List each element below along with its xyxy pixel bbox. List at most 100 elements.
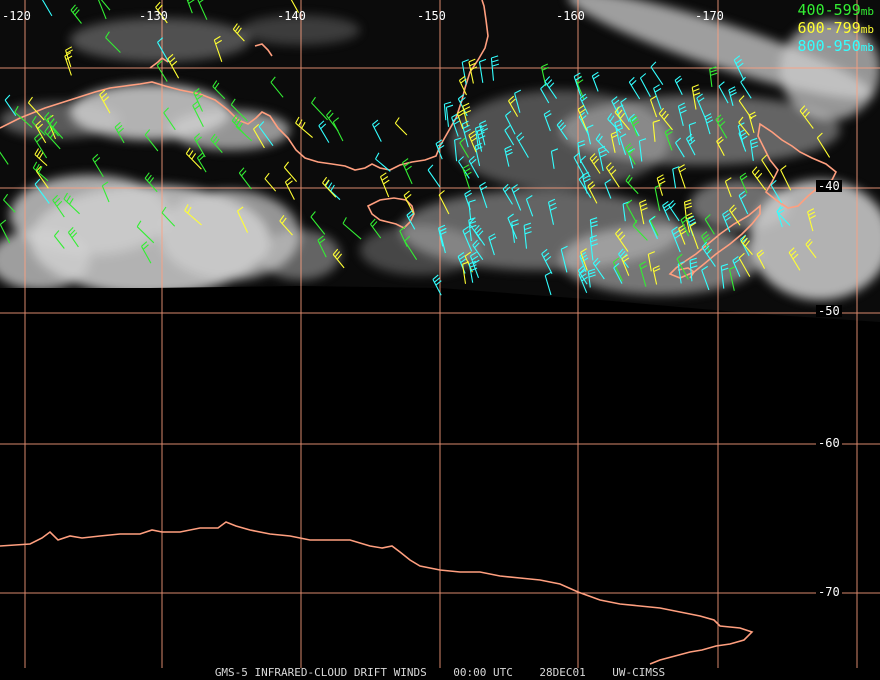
wind-barb (704, 214, 715, 235)
wind-barb (799, 105, 814, 129)
wind-barb (543, 110, 552, 132)
wind-barb (235, 120, 253, 142)
wind-barb (761, 154, 775, 179)
caption-time: 00:00 UTC (453, 666, 513, 679)
wind-barb (488, 233, 497, 256)
wind-barb (716, 136, 725, 157)
wind-barb (511, 219, 519, 243)
wind-barb (167, 53, 180, 79)
wind-barb (63, 192, 80, 215)
wind-barb (163, 107, 176, 131)
wind-barb (464, 251, 473, 273)
wind-barb (184, 204, 202, 226)
wind-barb (653, 84, 662, 110)
wind-barb (161, 206, 176, 227)
wind-barb (185, 147, 202, 170)
wind-barb (264, 172, 277, 192)
wind-barb (578, 269, 588, 294)
wind-barb (541, 248, 553, 274)
wind-barb (332, 117, 344, 142)
wind-barb (587, 268, 596, 288)
wind-barb (689, 222, 699, 250)
wind-barb (35, 165, 49, 189)
wind-barb (732, 255, 741, 277)
wind-barb (607, 112, 622, 134)
wind-barb (462, 102, 472, 127)
wind-barb (43, 112, 59, 137)
wind-barb (738, 116, 750, 136)
wind-barb (399, 226, 408, 247)
wind-barb (648, 215, 659, 240)
wind-barb (70, 4, 82, 24)
wind-barb (738, 190, 749, 215)
wind-barb (468, 155, 480, 178)
wind-barb (317, 235, 327, 258)
wind-barb (728, 265, 737, 291)
wind-barb (625, 143, 636, 165)
wind-barb (587, 181, 598, 204)
wind-barb (35, 120, 47, 144)
wind-barb (3, 193, 16, 213)
wind-barb (394, 117, 408, 136)
wind-barb (579, 93, 589, 115)
caption-product: GMS-5 INFRARED-CLOUD DRIFT WINDS (214, 666, 427, 679)
wind-barb (443, 101, 452, 121)
wind-barb (625, 174, 639, 195)
lon-label-170: -170 (695, 9, 724, 23)
wind-barb (192, 100, 204, 127)
wind-barb (756, 249, 766, 269)
wind-barb (680, 215, 690, 237)
legend-entry-400-599: 400-599mb (798, 2, 874, 20)
coastline-outlines (0, 0, 838, 665)
wind-barb (776, 206, 785, 228)
wind-barb (479, 120, 489, 146)
wind-barb (676, 253, 689, 280)
wind-barb (186, 0, 195, 14)
wind-barb (540, 63, 549, 87)
wind-barb (375, 152, 391, 172)
wind-barb (196, 152, 207, 173)
wind-barb (738, 252, 751, 277)
wind-barb (591, 71, 600, 92)
wind-barb (64, 52, 73, 76)
wind-barb (469, 251, 480, 278)
wind-barb (675, 137, 685, 158)
wind-barb (468, 130, 478, 153)
wind-barb (504, 145, 513, 167)
wind-barb (4, 94, 17, 117)
wind-barb (652, 119, 660, 142)
new-zealand-south-coast (668, 204, 761, 279)
wind-barb (105, 31, 121, 53)
wind-barb (691, 84, 701, 110)
lon-label-160: -160 (556, 9, 585, 23)
wind-barb (456, 109, 465, 129)
wind-barb (451, 113, 461, 137)
wind-barb (615, 228, 629, 252)
wind-barb (604, 179, 612, 199)
wind-barb (638, 138, 647, 162)
wind-barb (619, 133, 627, 155)
wind-barb (579, 251, 589, 273)
wind-barb (578, 174, 592, 199)
wind-barb (479, 181, 488, 209)
wind-barb (99, 89, 111, 114)
wind-barb (581, 171, 591, 194)
wind-barb (639, 73, 651, 98)
wind-barb (325, 179, 341, 201)
wind-barb (459, 137, 470, 158)
wind-barb (468, 199, 476, 221)
lat-label-50: -50 (816, 304, 842, 318)
wind-barb (32, 161, 49, 182)
wind-barb (547, 198, 557, 225)
wind-barb (573, 72, 582, 97)
lat-label-60: -60 (816, 436, 842, 450)
legend-unit: mb (860, 41, 874, 54)
wind-barb (372, 119, 382, 142)
wind-barb (630, 115, 640, 137)
wind-barb (737, 122, 745, 147)
lon-label-140: -140 (277, 9, 306, 23)
wind-barb (597, 145, 607, 172)
wind-barb (664, 127, 673, 151)
